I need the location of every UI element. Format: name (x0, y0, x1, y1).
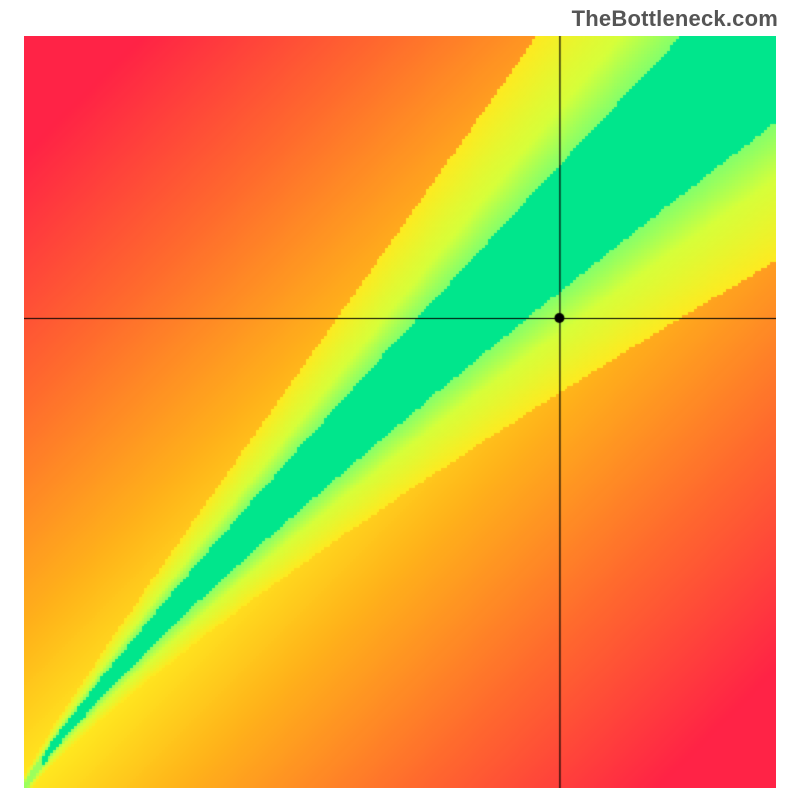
watermark-text: TheBottleneck.com (572, 6, 778, 32)
plot-area (24, 36, 776, 788)
bottleneck-heatmap-canvas (24, 36, 776, 788)
chart-container: TheBottleneck.com (0, 0, 800, 800)
